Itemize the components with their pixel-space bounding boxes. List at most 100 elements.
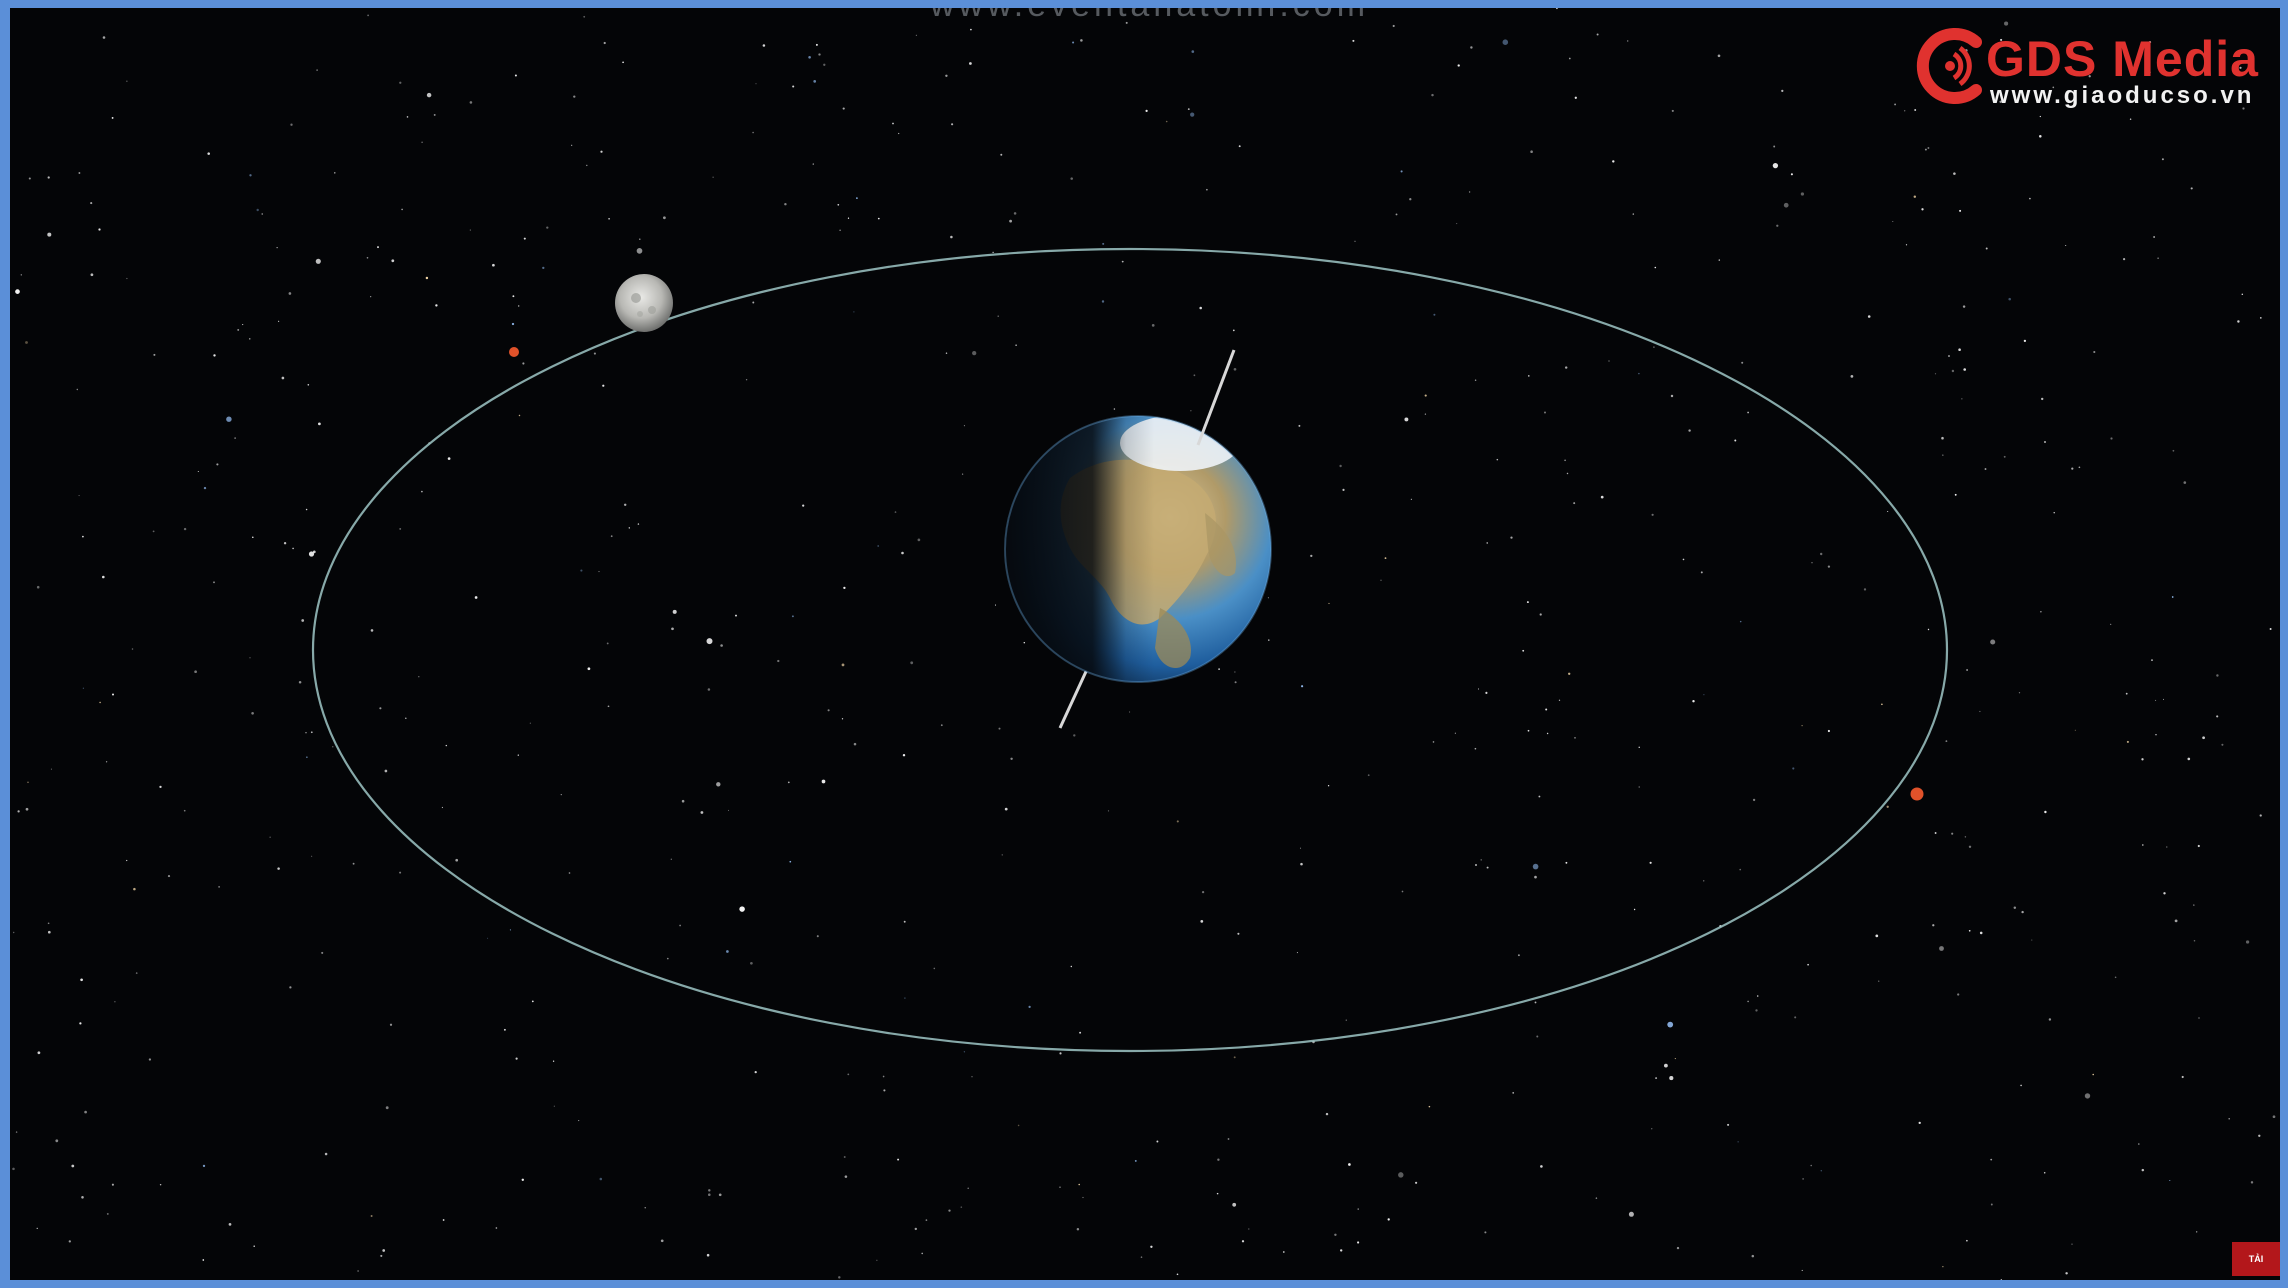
star: [2198, 1017, 2200, 1019]
star: [36, 1227, 38, 1230]
star: [1457, 64, 1460, 67]
star: [1517, 954, 1520, 957]
star: [1433, 313, 1436, 316]
star: [2084, 1093, 2091, 1099]
star: [1218, 668, 1220, 670]
star: [1627, 40, 1629, 42]
star: [1819, 552, 1823, 556]
star: [1395, 213, 1398, 216]
star: [1475, 864, 1477, 866]
space-background: www.eventanatomi.com GDS Media www.giaod…: [10, 8, 2280, 1280]
star: [787, 781, 790, 784]
star: [148, 1058, 152, 1061]
star: [587, 667, 591, 671]
star: [50, 768, 52, 770]
star: [399, 81, 402, 84]
star: [1237, 932, 1240, 935]
star: [1934, 373, 1937, 375]
star: [106, 1212, 109, 1215]
star: [1424, 413, 1427, 415]
star: [700, 811, 704, 814]
star: [841, 718, 844, 720]
star: [1772, 162, 1779, 169]
star: [915, 34, 918, 36]
star: [2008, 297, 2011, 301]
star: [382, 1249, 386, 1252]
star: [853, 311, 855, 313]
star: [876, 1259, 878, 1261]
site-watermark: www.eventanatomi.com: [930, 8, 1369, 25]
star: [102, 575, 105, 579]
orbit-marker-dot-left: [509, 347, 519, 357]
star: [1692, 700, 1695, 703]
star: [898, 132, 900, 135]
star: [1486, 542, 1488, 544]
star: [948, 1209, 951, 1212]
star: [1470, 46, 1473, 49]
star: [602, 384, 605, 387]
star: [967, 1187, 969, 1190]
star: [1792, 767, 1795, 770]
star: [1410, 498, 1412, 500]
star: [47, 232, 52, 237]
star: [1638, 372, 1640, 375]
star: [2216, 715, 2219, 718]
star: [202, 1164, 206, 1168]
star: [1968, 929, 1971, 932]
star: [2187, 757, 2191, 761]
star: [2020, 1084, 2022, 1087]
star: [203, 486, 207, 490]
star: [310, 731, 313, 734]
star: [1914, 109, 1917, 111]
star: [963, 1051, 966, 1053]
star: [1941, 436, 1944, 440]
star: [1800, 192, 1805, 196]
star: [606, 642, 609, 645]
star: [1892, 220, 1894, 223]
star: [2141, 1168, 2145, 1172]
star: [808, 56, 811, 59]
star: [1468, 191, 1471, 193]
star: [447, 457, 451, 460]
star: [352, 862, 355, 865]
star: [1129, 711, 1131, 713]
star: [25, 807, 29, 811]
star: [1234, 671, 1236, 673]
star: [277, 867, 280, 870]
star: [553, 1105, 555, 1107]
star: [1951, 832, 1954, 835]
star: [571, 144, 573, 146]
star: [2044, 810, 2047, 814]
star: [1502, 39, 1509, 45]
star: [2258, 1134, 2261, 1137]
star: [2197, 844, 2200, 848]
star: [321, 951, 324, 954]
star: [1781, 89, 1784, 93]
logo-title: GDS Media: [1986, 31, 2259, 87]
star: [1400, 170, 1403, 173]
star: [1354, 240, 1356, 242]
star: [679, 924, 681, 927]
star: [253, 1245, 255, 1247]
star: [901, 551, 904, 555]
star: [207, 152, 210, 155]
star: [249, 338, 251, 340]
star: [305, 508, 308, 511]
star: [1747, 411, 1749, 414]
star: [2065, 1272, 2068, 1275]
star: [1676, 1246, 1680, 1250]
star: [384, 769, 388, 773]
star: [1934, 832, 1937, 834]
star: [511, 322, 515, 326]
star: [681, 799, 685, 803]
star: [2088, 75, 2091, 78]
star: [315, 258, 321, 264]
star: [950, 235, 953, 239]
star: [1739, 868, 1742, 871]
star: [2065, 244, 2067, 247]
star: [628, 527, 630, 529]
star: [818, 53, 821, 56]
download-badge[interactable]: TẢI XUỐNG: [2232, 1242, 2280, 1276]
star: [802, 504, 805, 507]
star: [425, 276, 429, 280]
